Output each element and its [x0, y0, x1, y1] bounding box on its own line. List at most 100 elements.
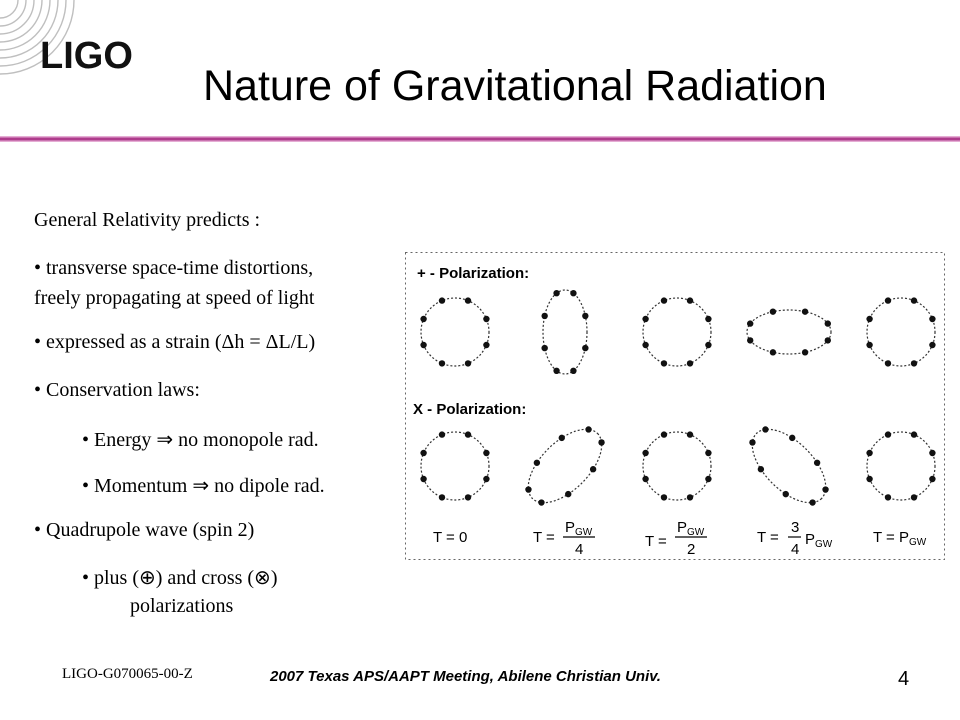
cross-ring-3	[749, 426, 829, 506]
test-particle	[801, 349, 809, 356]
test-particle	[483, 341, 490, 349]
cross-ring-2	[642, 431, 712, 501]
test-particle	[686, 431, 694, 438]
test-particle	[483, 475, 490, 483]
plus-ring-2	[642, 297, 712, 367]
polarization-diagram: + - Polarization: X - Polarization: T = …	[405, 252, 945, 560]
test-particle	[438, 360, 446, 367]
test-particle	[420, 315, 427, 323]
test-particle	[553, 290, 560, 297]
test-particle	[769, 349, 777, 356]
event-name: 2007 Texas APS/AAPT Meeting, Abilene Chr…	[270, 668, 661, 685]
test-particle	[660, 431, 668, 438]
test-particle	[585, 426, 592, 433]
test-particle	[705, 449, 712, 457]
plus-ring-3	[746, 308, 832, 356]
test-particle	[582, 312, 589, 320]
test-particle	[525, 486, 532, 493]
slide-title: Nature of Gravitational Radiation	[203, 62, 827, 110]
test-particle	[420, 449, 427, 457]
svg-text:PGW: PGW	[565, 519, 593, 538]
time-label-2: T = PGW 2	[645, 519, 707, 558]
bullet-conservation: • Conservation laws:	[34, 379, 200, 401]
plus-polarization-label: + - Polarization:	[417, 265, 529, 282]
test-particle	[660, 494, 668, 501]
test-particle	[438, 431, 446, 438]
bullet-distortions-cont: freely propagating at speed of light	[34, 287, 315, 309]
time-labels: T = 0 T = PGW 4 T = PGW 2 T = 3 4 PGW T …	[433, 519, 927, 558]
test-particle	[747, 320, 754, 327]
svg-text:T =: T =	[757, 529, 779, 546]
test-particle	[809, 499, 816, 506]
test-particle	[866, 315, 873, 323]
test-particle	[866, 449, 873, 457]
svg-text:T =: T =	[533, 529, 555, 546]
test-particle	[705, 315, 712, 323]
title-divider	[0, 136, 960, 142]
sub-bullet-momentum: • Momentum ⇒ no dipole rad.	[82, 475, 325, 497]
sub-bullet-polarizations: • plus (⊕) and cross (⊗)	[82, 567, 278, 589]
test-particle	[598, 439, 605, 446]
page-number: 4	[898, 668, 910, 690]
test-particle	[464, 494, 472, 501]
time-label-4: T = PGW	[873, 529, 927, 548]
cross-polarization-label: X - Polarization:	[413, 401, 526, 418]
test-particle	[910, 494, 918, 501]
test-particle	[910, 297, 918, 304]
bullet-distortions: • transverse space-time distortions,	[34, 257, 314, 279]
document-id: LIGO-G070065-00-Z	[62, 666, 193, 682]
test-particle	[642, 315, 649, 323]
test-particle	[686, 360, 694, 367]
cross-ring-0	[420, 431, 490, 501]
test-particle	[642, 341, 649, 349]
test-particle	[824, 337, 831, 344]
test-particle	[822, 486, 829, 493]
svg-text:PGW: PGW	[805, 531, 833, 550]
test-particle	[769, 308, 777, 315]
svg-text:4: 4	[575, 541, 583, 558]
test-particle	[705, 341, 712, 349]
test-particle	[660, 360, 668, 367]
test-particle	[541, 344, 548, 352]
test-particle	[884, 431, 892, 438]
test-particle	[910, 431, 918, 438]
test-particle	[884, 360, 892, 367]
test-particle	[801, 308, 809, 315]
cross-ring-4	[866, 431, 936, 501]
test-particle	[782, 490, 789, 498]
test-particle	[565, 490, 572, 498]
test-particle	[929, 475, 936, 483]
test-particle	[582, 344, 589, 352]
test-particle	[589, 466, 597, 473]
test-particle	[749, 439, 756, 446]
test-particle	[570, 290, 577, 297]
intro-text: General Relativity predicts :	[34, 209, 261, 231]
test-particle	[929, 315, 936, 323]
test-particle	[464, 360, 472, 367]
test-particle	[642, 475, 649, 483]
test-particle	[884, 494, 892, 501]
svg-text:4: 4	[791, 541, 799, 558]
test-particle	[762, 426, 769, 433]
test-particle	[757, 466, 765, 473]
test-particle	[884, 297, 892, 304]
test-particle	[483, 449, 490, 457]
test-particle	[910, 360, 918, 367]
test-particle	[705, 475, 712, 483]
test-particle	[541, 312, 548, 320]
svg-text:T =: T =	[645, 533, 667, 550]
svg-text:PGW: PGW	[677, 519, 705, 538]
test-particle	[420, 475, 427, 483]
time-label-3: T = 3 4 PGW	[757, 519, 833, 558]
plus-ring-0	[420, 297, 490, 367]
test-particle	[570, 367, 577, 374]
logo-text: LIGO	[40, 35, 133, 77]
svg-text:3: 3	[791, 519, 799, 536]
test-particle	[789, 434, 796, 442]
ligo-logo: LIGO	[0, 0, 133, 77]
bullet-quadrupole: • Quadrupole wave (spin 2)	[34, 519, 255, 541]
test-particle	[464, 297, 472, 304]
test-particle	[686, 494, 694, 501]
sub-bullet-energy: • Energy ⇒ no monopole rad.	[82, 429, 319, 451]
